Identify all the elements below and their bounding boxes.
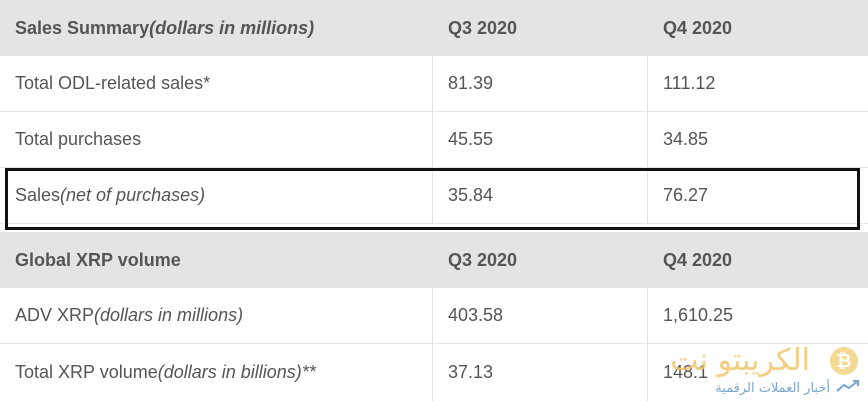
- row-label-text: ADV XRP: [15, 305, 95, 325]
- row-label-italic: (dollars in millions): [94, 305, 244, 325]
- row-label-text: Total ODL-related sales*: [15, 73, 211, 93]
- row-q4-value: 148.1: [663, 362, 709, 382]
- volume-header-q3: Q3 2020: [448, 249, 518, 270]
- row-q3-value: 81.39: [433, 56, 648, 111]
- row-label-italic: (dollars in billions)**: [157, 362, 316, 382]
- row-q3-value: 37.13: [433, 344, 648, 401]
- row-label-text: Total purchases: [15, 129, 142, 149]
- summary-header-title-text: Sales Summary: [15, 17, 150, 38]
- volume-header-title: Global XRP volume: [15, 249, 181, 270]
- summary-header-title: Sales Summary (dollars in millions): [0, 0, 433, 56]
- summary-header-row: Sales Summary (dollars in millions) Q3 2…: [0, 0, 868, 56]
- row-label-text: Sales: [15, 185, 61, 205]
- row-q3-value: 45.55: [433, 112, 648, 167]
- volume-header-q4: Q4 2020: [663, 249, 733, 270]
- row-label-text: Total XRP volume: [15, 362, 158, 382]
- summary-header-q4: Q4 2020: [663, 17, 733, 38]
- table-row: Sales (net of purchases) 35.84 76.27: [0, 168, 868, 224]
- row-label-italic: (net of purchases): [60, 185, 206, 205]
- row-label: Total purchases: [0, 112, 433, 167]
- row-q3-value: 403.58: [433, 288, 648, 343]
- row-q4-value: 76.27: [663, 185, 709, 205]
- row-q4-value: 1,610.25: [663, 305, 734, 325]
- table-row: Total purchases 45.55 34.85: [0, 112, 868, 168]
- summary-header-q3: Q3 2020: [448, 17, 518, 38]
- table-row: Total ODL-related sales* 81.39 111.12: [0, 56, 868, 112]
- row-q3-value: 35.84: [433, 168, 648, 223]
- table-row: ADV XRP (dollars in millions) 403.58 1,6…: [0, 288, 868, 344]
- row-label: Total ODL-related sales*: [0, 56, 433, 111]
- row-label: ADV XRP (dollars in millions): [0, 288, 433, 343]
- table-row: Total XRP volume (dollars in billions)**…: [0, 344, 868, 401]
- summary-header-title-unit: (dollars in millions): [149, 17, 315, 38]
- row-label: Total XRP volume (dollars in billions)**: [0, 344, 433, 401]
- row-q4-value: 111.12: [663, 73, 716, 93]
- volume-header-row: Global XRP volume Q3 2020 Q4 2020: [0, 232, 868, 288]
- row-label: Sales (net of purchases): [0, 168, 433, 223]
- row-q4-value: 34.85: [663, 129, 709, 149]
